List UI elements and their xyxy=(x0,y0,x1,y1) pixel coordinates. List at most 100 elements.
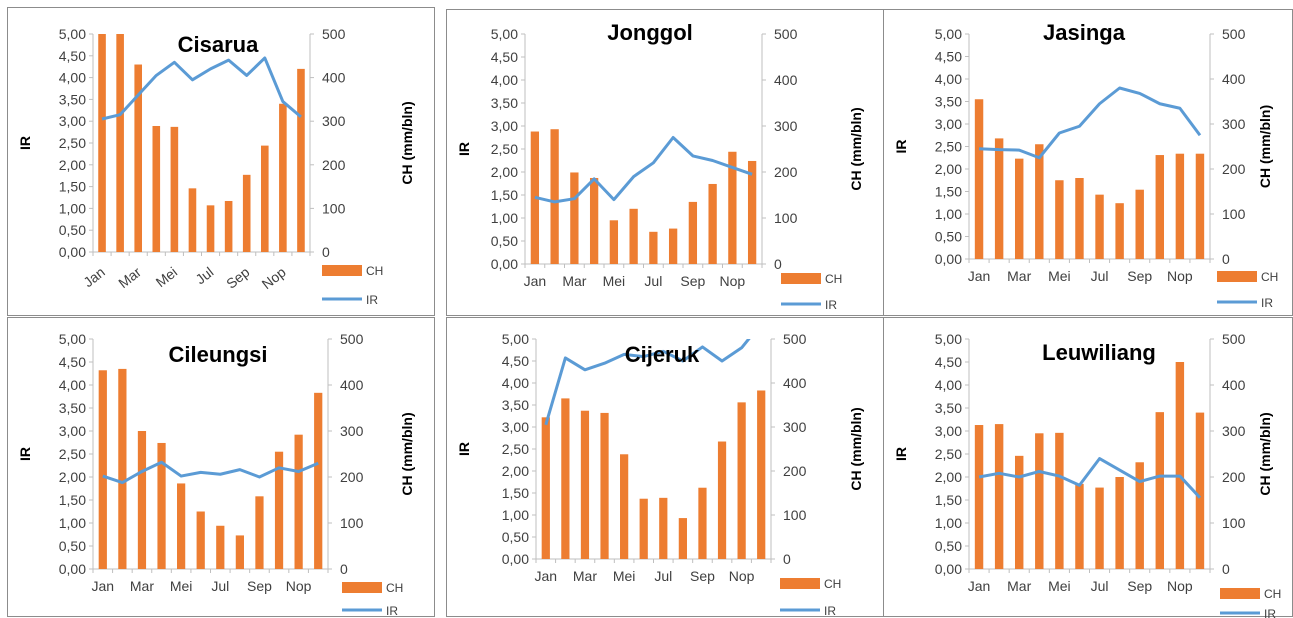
right-tick-label: 200 xyxy=(340,469,364,485)
x-tick-label: Jan xyxy=(92,578,115,594)
chart-svg: 0,00 0,50 1,00 1,50 2,00 2,50 3,00 3,50 4,00 4,50… xyxy=(17,331,415,618)
chart-panel-leuwiliang: 0,00 0,50 1,00 1,50 2,00 2,50 3,00 3,50 4,00 4,50… xyxy=(883,317,1293,618)
x-tick-label: Jul xyxy=(211,578,229,594)
bar-ch-nop xyxy=(737,402,746,559)
bar-ch-des xyxy=(1195,153,1205,259)
left-tick-label: 0,50 xyxy=(59,538,86,554)
bar-ch-mar xyxy=(134,64,143,252)
x-tick-label: Jul xyxy=(644,273,662,289)
legend-swatch-ch xyxy=(780,578,820,589)
bar-ch-okt xyxy=(260,145,269,252)
left-tick-label: 1,00 xyxy=(935,206,962,222)
left-tick-label: 5,00 xyxy=(491,26,518,42)
left-tick-label: 4,50 xyxy=(491,49,518,65)
bar-ch-mei xyxy=(177,483,186,569)
x-tick-label: Mar xyxy=(1007,268,1031,284)
legend-label-ir: IR xyxy=(1261,296,1273,310)
left-tick-label: 3,50 xyxy=(491,95,518,111)
bar-series-ch xyxy=(974,99,1205,259)
left-tick-label: 0,50 xyxy=(935,229,962,245)
left-tick-label: 4,00 xyxy=(502,375,529,391)
bar-ch-jul xyxy=(206,205,215,252)
right-tick-label: 100 xyxy=(322,200,346,216)
x-tick-label: Jan xyxy=(968,578,991,594)
right-tick-label: 200 xyxy=(783,463,807,479)
bar-ch-agu xyxy=(678,518,687,559)
right-tick-label: 400 xyxy=(1222,377,1246,393)
line-series-ir xyxy=(978,457,1202,499)
bar-ch-apr xyxy=(157,442,166,569)
right-tick-label: 0 xyxy=(322,244,330,260)
bar-ch-mei xyxy=(609,220,619,264)
x-tick-label: Jan xyxy=(524,273,547,289)
right-tick-label: 300 xyxy=(783,419,807,435)
line-series-ir xyxy=(101,56,302,121)
x-tick-label: Sep xyxy=(1127,268,1152,284)
bar-ch-agu xyxy=(668,228,678,264)
left-tick-label: 4,50 xyxy=(59,354,86,370)
x-tick-label: Jan xyxy=(968,268,991,284)
left-tick-label: 1,50 xyxy=(491,187,518,203)
bar-ch-des xyxy=(757,390,766,559)
left-tick-label: 0,50 xyxy=(491,233,518,249)
legend-swatch-ch xyxy=(322,265,362,276)
right-tick-label: 0 xyxy=(1222,251,1230,267)
bar-ch-feb xyxy=(994,424,1004,569)
bar-ch-apr xyxy=(600,412,609,559)
legend-label-ch: CH xyxy=(1264,587,1281,601)
bar-ch-sep xyxy=(242,174,251,252)
left-tick-label: 2,50 xyxy=(491,141,518,157)
bar-ch-sep xyxy=(698,487,707,559)
bar-ch-jun xyxy=(1075,483,1084,569)
bar-ch-feb xyxy=(118,368,127,569)
right-axis-label: CH (mm/bln) xyxy=(399,412,415,495)
bar-ch-jul xyxy=(659,497,668,559)
x-tick-label: Mei xyxy=(153,264,181,290)
right-tick-label: 500 xyxy=(1222,26,1246,42)
legend-swatch-ch xyxy=(342,582,382,593)
right-tick-label: 300 xyxy=(322,113,346,129)
bar-ch-jun xyxy=(188,188,197,252)
bar-ch-nop xyxy=(1175,153,1185,259)
left-tick-label: 2,50 xyxy=(935,139,962,155)
right-tick-label: 300 xyxy=(1222,116,1246,132)
bar-ch-jul xyxy=(649,231,658,264)
left-tick-label: 0,50 xyxy=(935,538,962,554)
right-tick-label: 500 xyxy=(340,331,364,347)
bar-ch-mei xyxy=(620,454,629,559)
bar-ch-des xyxy=(747,160,757,264)
x-tick-label: Jan xyxy=(80,264,108,291)
bar-ch-nop xyxy=(728,151,737,264)
right-tick-label: 0 xyxy=(340,561,348,577)
bar-ch-feb xyxy=(994,138,1004,259)
line-series-ir xyxy=(102,460,319,485)
left-tick-label: 5,00 xyxy=(502,331,529,347)
left-tick-label: 4,00 xyxy=(935,377,962,393)
x-tick-label: Nop xyxy=(1167,268,1193,284)
right-tick-label: 300 xyxy=(1222,423,1246,439)
right-tick-label: 100 xyxy=(1222,206,1246,222)
left-tick-label: 0,00 xyxy=(59,244,86,260)
bar-ch-okt xyxy=(1155,155,1165,259)
left-tick-label: 3,50 xyxy=(935,400,962,416)
x-tick-label: Nop xyxy=(729,568,755,584)
right-tick-label: 0 xyxy=(774,256,782,272)
left-tick-label: 4,50 xyxy=(935,49,962,65)
left-tick-label: 2,50 xyxy=(59,135,86,151)
bar-ch-jan xyxy=(98,370,107,569)
bar-ch-okt xyxy=(274,451,284,569)
chart-title: Cisarua xyxy=(178,32,259,57)
legend-label-ch: CH xyxy=(386,581,403,595)
line-series-ir xyxy=(534,136,753,204)
bar-ch-okt xyxy=(708,183,717,264)
left-tick-label: 3,00 xyxy=(491,118,518,134)
chart-panel-jasinga: 0,00 0,50 1,00 1,50 2,00 2,50 3,00 3,50 4,00 4,50… xyxy=(883,9,1293,316)
bar-ch-okt xyxy=(717,441,727,559)
legend-label-ir: IR xyxy=(366,293,378,307)
left-tick-label: 3,00 xyxy=(935,423,962,439)
right-tick-label: 200 xyxy=(1222,161,1246,177)
x-tick-label: Sep xyxy=(680,273,705,289)
bar-ch-agu xyxy=(1115,203,1124,259)
chart-panel-cileungsi: 0,00 0,50 1,00 1,50 2,00 2,50 3,00 3,50 4,00 4,50… xyxy=(7,317,435,618)
left-tick-label: 1,00 xyxy=(59,200,86,216)
